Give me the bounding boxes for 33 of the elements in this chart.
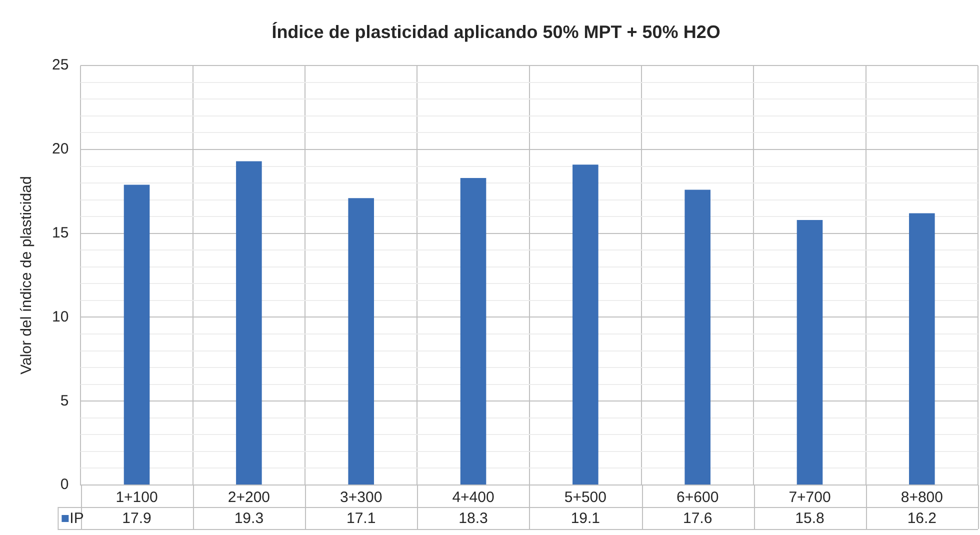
chart-title: Índice de plasticidad aplicando 50% MPT + 50% H2O	[272, 22, 720, 42]
bar	[684, 190, 710, 484]
data-label: 15.8	[795, 510, 824, 528]
x-tick-label: 7+700	[788, 489, 831, 506]
y-tick-label: 15	[52, 224, 69, 242]
y-axis-title: Valor del índice de plasticidad	[18, 176, 36, 374]
bar	[236, 161, 262, 484]
bar	[572, 164, 598, 484]
x-tick-label: 4+400	[452, 489, 494, 506]
data-label: 17.6	[682, 510, 712, 528]
bar	[348, 198, 374, 484]
data-label: 17.9	[122, 510, 152, 528]
x-tick-label: 6+600	[676, 489, 719, 506]
x-tick-label: 2+200	[228, 489, 270, 506]
bar	[124, 184, 150, 484]
data-label: 19.1	[570, 510, 600, 528]
y-tick-label: 0	[60, 476, 69, 494]
data-label: 17.1	[346, 510, 376, 528]
data-label: 19.3	[234, 510, 264, 528]
bar	[796, 220, 823, 484]
x-tick-label: 1+100	[116, 489, 158, 506]
x-tick-label: 8+800	[900, 489, 943, 506]
legend-label: IP	[70, 510, 84, 528]
x-tick-label: 5+500	[564, 489, 606, 506]
y-tick-label: 20	[52, 140, 69, 158]
y-tick-label: 10	[52, 308, 69, 326]
y-tick-label: 5	[60, 392, 69, 410]
bar	[909, 213, 935, 484]
data-label: 16.2	[907, 510, 937, 528]
bar	[460, 178, 486, 484]
data-label: 18.3	[458, 510, 488, 528]
y-tick-label: 25	[52, 56, 69, 74]
x-tick-label: 3+300	[340, 489, 382, 506]
